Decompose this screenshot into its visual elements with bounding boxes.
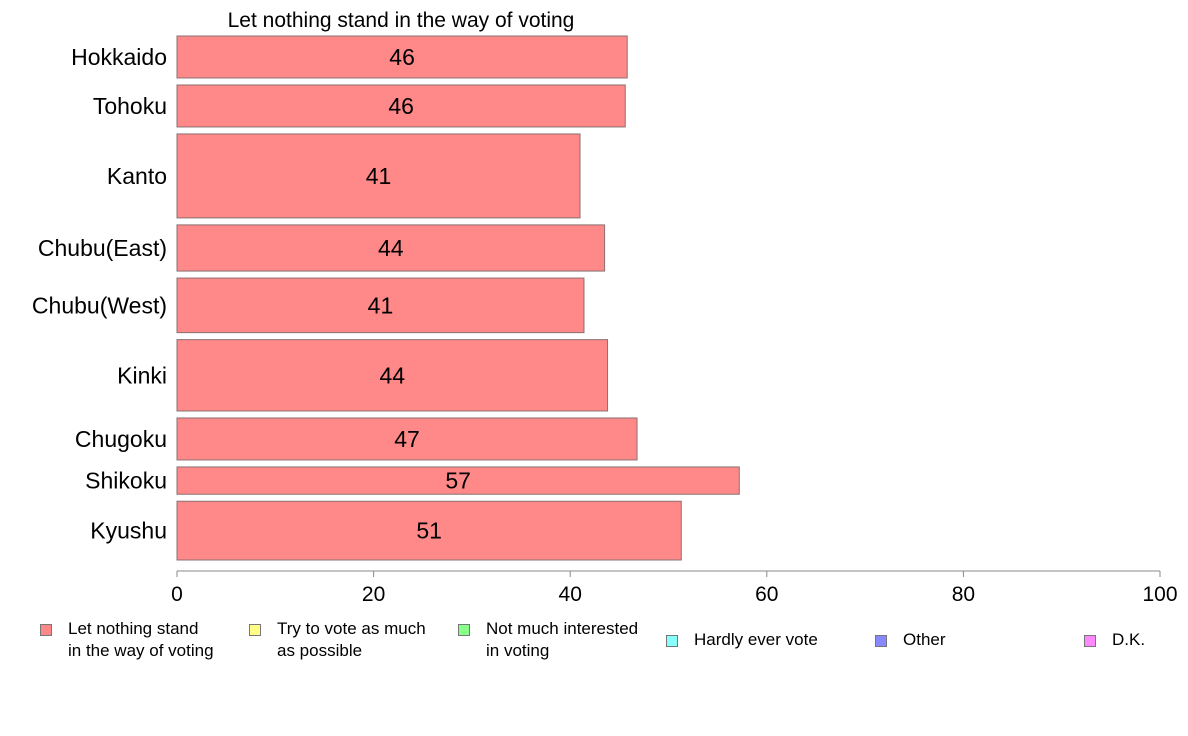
legend-label: Not much interested in voting xyxy=(486,619,639,660)
legend-item: Try to vote as much as possible xyxy=(249,618,426,662)
bar xyxy=(176,224,606,272)
data-label: 44 xyxy=(378,235,404,261)
x-tick-label: 80 xyxy=(952,583,975,606)
legend-item: Let nothing stand in the way of voting xyxy=(40,618,214,662)
legend-item: Hardly ever vote xyxy=(666,629,818,651)
category-label: Chubu(East) xyxy=(38,235,167,261)
category-label: Hokkaido xyxy=(71,44,167,70)
legend-label: D.K. xyxy=(1112,630,1146,649)
chart-title: Let nothing stand in the way of voting xyxy=(228,9,575,32)
data-label: 44 xyxy=(379,362,405,388)
data-label: 41 xyxy=(368,292,394,318)
category-label: Tohoku xyxy=(93,93,167,119)
legend-item: Other xyxy=(875,629,946,651)
data-label: 41 xyxy=(366,163,392,189)
bar xyxy=(176,133,581,219)
category-label: Kanto xyxy=(107,163,167,189)
category-label: Shikoku xyxy=(85,468,167,494)
bar-chart: Let nothing stand in the way of voting 4… xyxy=(32,9,1178,606)
legend-label: Other xyxy=(903,630,946,649)
category-label: Chugoku xyxy=(75,426,167,452)
legend-swatch xyxy=(1084,635,1096,647)
legend-swatch xyxy=(666,635,678,647)
x-tick-label: 0 xyxy=(171,583,183,606)
category-label: Chubu(West) xyxy=(32,292,167,318)
legend-item: D.K. xyxy=(1084,629,1145,651)
x-tick-label: 20 xyxy=(362,583,385,606)
data-label: 46 xyxy=(389,44,415,70)
bar xyxy=(176,466,740,495)
bar xyxy=(176,339,609,412)
legend-label: Let nothing stand in the way of voting xyxy=(68,619,214,660)
bar xyxy=(176,277,585,334)
legend-label: Try to vote as much as possible xyxy=(277,619,426,660)
legend: Let nothing stand in the way of voting T… xyxy=(0,618,1188,678)
data-label: 47 xyxy=(394,426,420,452)
data-label: 46 xyxy=(388,93,414,119)
legend-swatch xyxy=(875,635,887,647)
bar xyxy=(176,500,682,561)
legend-item: Not much interested in voting xyxy=(458,618,638,662)
legend-swatch xyxy=(40,624,52,636)
category-label: Kinki xyxy=(117,362,167,388)
legend-swatch xyxy=(249,624,261,636)
bar xyxy=(176,84,626,128)
bar xyxy=(176,35,628,79)
data-label: 57 xyxy=(445,468,471,494)
x-tick-label: 100 xyxy=(1142,583,1177,606)
data-label: 51 xyxy=(416,518,442,544)
category-label: Kyushu xyxy=(90,518,167,544)
x-tick-label: 60 xyxy=(755,583,778,606)
bar xyxy=(176,417,638,461)
legend-swatch xyxy=(458,624,470,636)
x-tick-label: 40 xyxy=(559,583,582,606)
legend-label: Hardly ever vote xyxy=(694,630,818,649)
